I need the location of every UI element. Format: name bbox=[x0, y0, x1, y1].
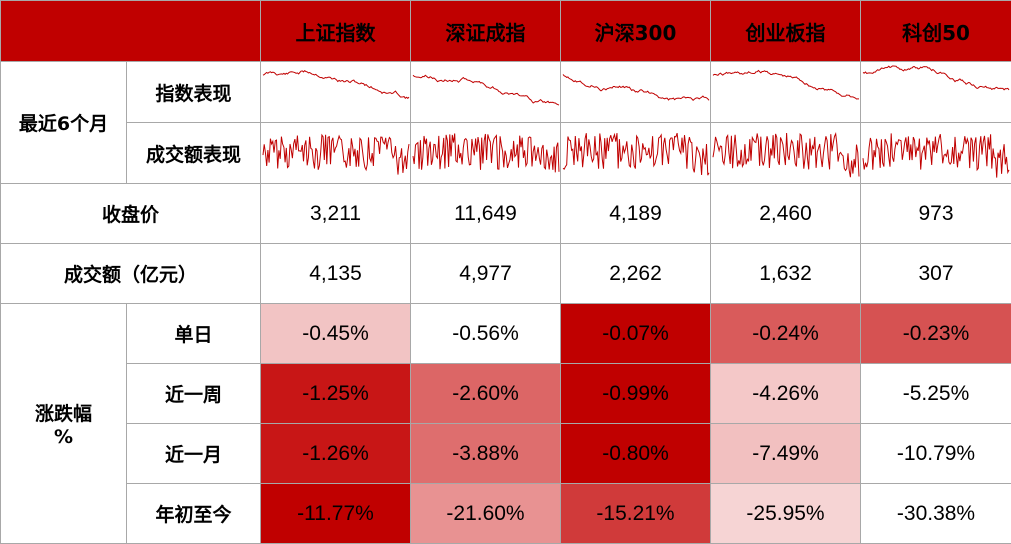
turnover-value: 4,135 bbox=[261, 244, 411, 304]
close-price-row: 收盘价 3,211 11,649 4,189 2,460 973 bbox=[1, 184, 1011, 244]
change-cell: -0.80% bbox=[561, 424, 711, 484]
col-header-chinext: 创业板指 bbox=[711, 1, 861, 62]
close-price-value: 4,189 bbox=[561, 184, 711, 244]
turnover-value: 1,632 bbox=[711, 244, 861, 304]
turnover-label: 成交额（亿元） bbox=[1, 244, 261, 304]
change-cell: -11.77% bbox=[261, 484, 411, 544]
change-cell: -3.88% bbox=[411, 424, 561, 484]
change-cell: -15.21% bbox=[561, 484, 711, 544]
change-cell: -2.60% bbox=[411, 364, 561, 424]
change-row-week: 近一周 -1.25% -2.60% -0.99% -4.26% -5.25% bbox=[1, 364, 1011, 424]
change-period-label: 近一月 bbox=[127, 424, 261, 484]
change-cell: -1.26% bbox=[261, 424, 411, 484]
index-sparkline-chinext bbox=[711, 62, 861, 122]
change-row-month: 近一月 -1.26% -3.88% -0.80% -7.49% -10.79% bbox=[1, 424, 1011, 484]
volume-sparkline-cell bbox=[711, 123, 861, 184]
change-period-label: 单日 bbox=[127, 304, 261, 364]
close-price-value: 11,649 bbox=[411, 184, 561, 244]
volume-sparkline-csi300 bbox=[561, 123, 711, 183]
change-cell: -10.79% bbox=[861, 424, 1011, 484]
volume-sparkline-shenzhen bbox=[411, 123, 561, 183]
close-price-value: 973 bbox=[861, 184, 1011, 244]
volume-sparkline-cell bbox=[561, 123, 711, 184]
volume-sparkline-chinext bbox=[711, 123, 861, 183]
change-cell: -5.25% bbox=[861, 364, 1011, 424]
change-cell: -30.38% bbox=[861, 484, 1011, 544]
change-cell: -21.60% bbox=[411, 484, 561, 544]
change-period-label: 近一周 bbox=[127, 364, 261, 424]
volume-sparkline-cell bbox=[861, 123, 1011, 184]
change-cell: -0.99% bbox=[561, 364, 711, 424]
header-corner bbox=[1, 1, 261, 62]
change-cell: -1.25% bbox=[261, 364, 411, 424]
index-sparkline-cell bbox=[261, 62, 411, 123]
change-period-label: 年初至今 bbox=[127, 484, 261, 544]
change-cell: -25.95% bbox=[711, 484, 861, 544]
turnover-value: 2,262 bbox=[561, 244, 711, 304]
index-sparkline-csi300 bbox=[561, 62, 711, 122]
turnover-value: 4,977 bbox=[411, 244, 561, 304]
index-sparkline-cell bbox=[711, 62, 861, 123]
index-sparkline-cell bbox=[861, 62, 1011, 123]
volume-performance-label: 成交额表现 bbox=[127, 123, 261, 184]
volume-sparkline-star50 bbox=[861, 123, 1011, 183]
index-sparkline-shenzhen bbox=[411, 62, 561, 122]
change-cell: -0.07% bbox=[561, 304, 711, 364]
index-sparkline-shanghai bbox=[261, 62, 411, 122]
change-cell: -0.45% bbox=[261, 304, 411, 364]
close-price-value: 2,460 bbox=[711, 184, 861, 244]
change-row-ytd: 年初至今 -11.77% -21.60% -15.21% -25.95% -30… bbox=[1, 484, 1011, 544]
index-sparkline-cell bbox=[411, 62, 561, 123]
turnover-row: 成交额（亿元） 4,135 4,977 2,262 1,632 307 bbox=[1, 244, 1011, 304]
volume-sparkline-cell bbox=[261, 123, 411, 184]
col-header-shenzhen: 深证成指 bbox=[411, 1, 561, 62]
volume-sparkline-cell bbox=[411, 123, 561, 184]
volume-sparkline-shanghai bbox=[261, 123, 411, 183]
close-price-value: 3,211 bbox=[261, 184, 411, 244]
index-performance-row: 最近6个月 指数表现 bbox=[1, 62, 1011, 123]
change-label-unit: % bbox=[1, 426, 126, 448]
turnover-value: 307 bbox=[861, 244, 1011, 304]
volume-performance-row: 成交额表现 bbox=[1, 123, 1011, 184]
close-price-label: 收盘价 bbox=[1, 184, 261, 244]
change-cell: -0.56% bbox=[411, 304, 561, 364]
recent-six-months-label: 最近6个月 bbox=[1, 62, 127, 184]
change-pct-label: 涨跌幅 % bbox=[1, 304, 127, 544]
change-cell: -7.49% bbox=[711, 424, 861, 484]
change-row-day: 涨跌幅 % 单日 -0.45% -0.56% -0.07% -0.24% -0.… bbox=[1, 304, 1011, 364]
col-header-star50: 科创50 bbox=[861, 1, 1011, 62]
change-label-text: 涨跌幅 bbox=[1, 399, 126, 426]
col-header-shanghai: 上证指数 bbox=[261, 1, 411, 62]
change-cell: -0.24% bbox=[711, 304, 861, 364]
change-cell: -0.23% bbox=[861, 304, 1011, 364]
index-sparkline-cell bbox=[561, 62, 711, 123]
change-cell: -4.26% bbox=[711, 364, 861, 424]
col-header-csi300: 沪深300 bbox=[561, 1, 711, 62]
header-row: 上证指数 深证成指 沪深300 创业板指 科创50 bbox=[1, 1, 1011, 62]
index-performance-label: 指数表现 bbox=[127, 62, 261, 123]
index-sparkline-star50 bbox=[861, 62, 1011, 122]
